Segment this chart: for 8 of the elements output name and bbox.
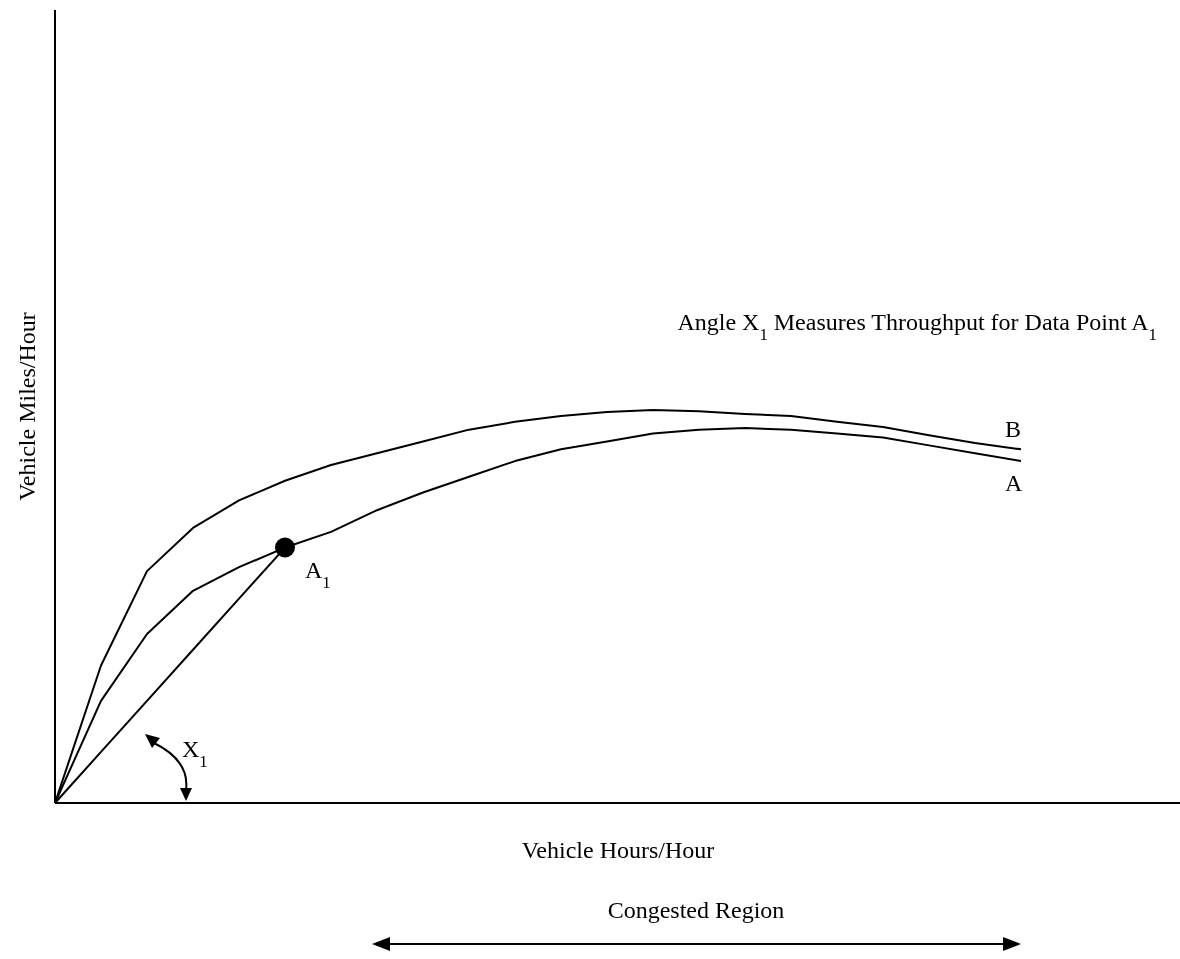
y-axis-title: Vehicle Miles/Hour xyxy=(14,312,40,501)
x-axis-title: Vehicle Hours/Hour xyxy=(521,837,715,863)
annotation: X$_{1}$ xyxy=(182,736,208,771)
annotation: A$_{1}$ xyxy=(305,556,331,592)
series-label: A xyxy=(1005,470,1023,497)
text: Angle X$_{1}$ Measures Throughput for Data Point A$_{1}$ xyxy=(677,309,1157,344)
text: Congested Region xyxy=(607,897,785,923)
series-label: B xyxy=(1005,416,1022,443)
